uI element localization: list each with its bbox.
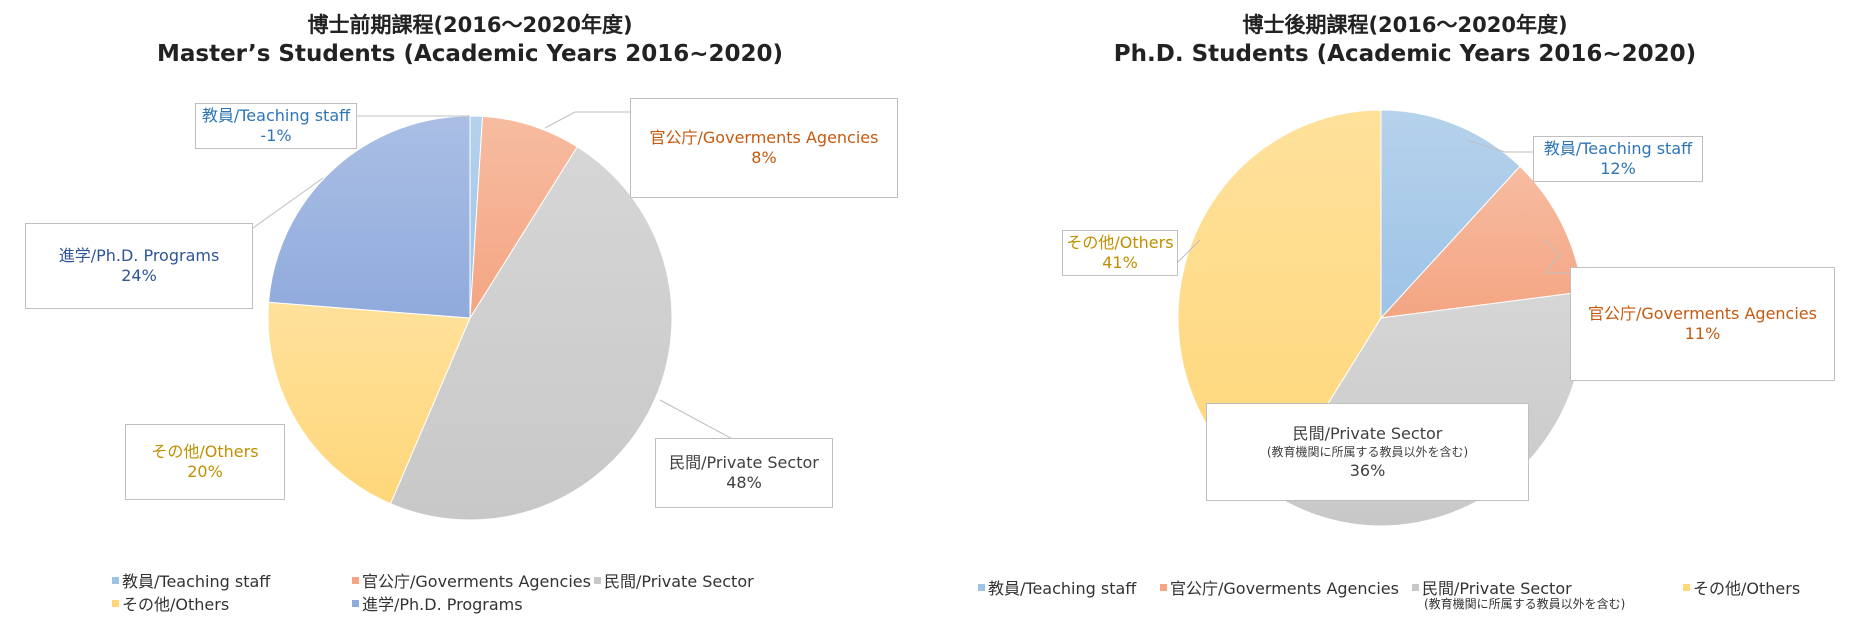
chart2-legend-teaching-label: 教員/Teaching staff [988, 579, 1137, 598]
leader-line-4 [1465, 139, 1533, 153]
chart2-legend-gov: 官公庁/Goverments Agencies [1160, 575, 1399, 599]
chart1-legend-private-swatch [594, 576, 601, 584]
chart2-legend-gov-swatch [1160, 583, 1167, 591]
chart2-legend-others-swatch [1683, 583, 1690, 591]
chart1-legend-phd: 進学/Ph.D. Programs [352, 591, 523, 615]
chart2-legend-teaching-swatch [978, 583, 985, 591]
chart2-callout-private-note: (教育機関に所属する教員以外を含む) [1266, 444, 1469, 459]
leader-line-6 [1177, 239, 1201, 263]
chart2-subtitle: Ph.D. Students (Academic Years 2016~2020… [1113, 41, 1697, 67]
chart1-legend-gov-label: 官公庁/Goverments Agencies [362, 572, 591, 591]
chart2-callout-private-value: 36% [1349, 460, 1386, 480]
chart1-callout-private-label: 民間/Private Sector [669, 453, 819, 472]
chart2-legend-private-label: 民間/Private Sector [1422, 579, 1572, 598]
chart2-legend-others: その他/Others [1683, 575, 1800, 599]
chart1-legend-phd-label: 進学/Ph.D. Programs [362, 595, 523, 614]
chart1-callout-others-value: 20% [187, 462, 223, 481]
chart1-legend-gov: 官公庁/Goverments Agencies [352, 568, 591, 592]
chart2-legend-gov-label: 官公庁/Goverments Agencies [1170, 579, 1399, 598]
chart1-callout-others: その他/Others 20% [125, 424, 285, 500]
chart2-callout-others-value: 41% [1102, 253, 1138, 272]
chart2-callout-private: 民間/Private Sector (教育機関に所属する教員以外を含む) 36% [1206, 403, 1529, 501]
chart1-callout-gov-value: 8% [751, 148, 777, 167]
leader-line-1 [544, 111, 630, 129]
chart1-callout-gov: 官公庁/Goverments Agencies 8% [630, 98, 898, 198]
chart2-legend-others-label: その他/Others [1693, 579, 1801, 598]
chart1-callout-phd-value: 24% [121, 266, 157, 285]
leader-line-2 [252, 177, 324, 229]
chart1-slice-phd [268, 115, 471, 319]
chart1-legend-phd-swatch [352, 599, 359, 607]
leader-line-5 [1543, 239, 1570, 274]
chart1-legend-teaching-label: 教員/Teaching staff [122, 572, 271, 591]
chart2-callout-teaching: 教員/Teaching staff 12% [1533, 136, 1703, 182]
chart2-callout-others: その他/Others 41% [1062, 230, 1178, 276]
chart2-title-jp: 博士後期課程(2016～2020年度) [1242, 13, 1568, 37]
chart1-legend-gov-swatch [352, 576, 359, 584]
chart1-subtitle: Master’s Students (Academic Years 2016~2… [156, 41, 784, 67]
chart2-callout-gov-label: 官公庁/Goverments Agencies [1588, 304, 1817, 323]
chart1-title-jp: 博士前期課程(2016～2020年度) [307, 13, 633, 37]
chart2-slice-teaching [1380, 109, 1521, 320]
chart1-legend-private: 民間/Private Sector [594, 568, 754, 592]
chart1-callout-phd-label: 進学/Ph.D. Programs [58, 246, 220, 265]
chart2-callout-teaching-value: 12% [1600, 159, 1636, 178]
chart1-callout-others-label: その他/Others [151, 442, 259, 461]
chart1-callout-phd: 進学/Ph.D. Programs 24% [25, 223, 253, 309]
chart2-callout-others-label: その他/Others [1066, 233, 1174, 252]
chart1-slice-gov [469, 115, 578, 319]
chart1-pie [267, 115, 673, 521]
chart1-callout-gov-label: 官公庁/Goverments Agencies [649, 128, 879, 147]
chart1-callout-private: 民間/Private Sector 48% [655, 438, 833, 508]
chart2-legend-private: 民間/Private Sector (教育機関に所属する教員以外を含む) [1412, 575, 1625, 611]
chart1-legend-others-label: その他/Others [122, 595, 230, 614]
chart1-callout-teaching-value: -1% [260, 126, 292, 145]
chart1-title: 博士前期課程(2016～2020年度) Master’s Students (A… [80, 12, 860, 69]
chart2-callout-private-label: 民間/Private Sector [1292, 423, 1443, 443]
chart1-legend-teaching-swatch [112, 576, 119, 584]
chart1-callout-teaching-label: 教員/Teaching staff [201, 106, 351, 125]
chart2-callout-gov-value: 11% [1684, 324, 1721, 343]
chart1-legend-private-label: 民間/Private Sector [604, 572, 754, 591]
chart1-slice-private [389, 146, 673, 521]
chart2-title: 博士後期課程(2016～2020年度) Ph.D. Students (Acad… [1020, 12, 1790, 69]
chart2-callout-gov: 官公庁/Goverments Agencies 11% [1570, 267, 1835, 381]
chart1-slice-others [267, 301, 471, 505]
chart1-callout-private-value: 48% [726, 473, 762, 492]
chart2-legend-private-note: (教育機関に所属する教員以外を含む) [1424, 597, 1626, 611]
chart1-legend-others-swatch [112, 599, 119, 607]
chart2-legend-teaching: 教員/Teaching staff [978, 575, 1136, 599]
chart1-legend-others: その他/Others [112, 591, 229, 615]
chart2-callout-teaching-label: 教員/Teaching staff [1543, 139, 1693, 158]
chart2-legend-private-swatch [1412, 583, 1419, 591]
chart1-legend-teaching: 教員/Teaching staff [112, 568, 270, 592]
chart1-callout-teaching: 教員/Teaching staff -1% [195, 103, 357, 149]
